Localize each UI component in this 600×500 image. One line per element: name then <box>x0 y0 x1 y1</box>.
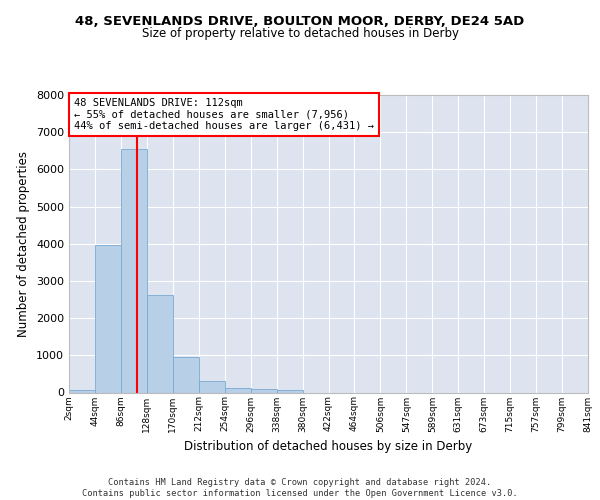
Text: 48 SEVENLANDS DRIVE: 112sqm
← 55% of detached houses are smaller (7,956)
44% of : 48 SEVENLANDS DRIVE: 112sqm ← 55% of det… <box>74 98 374 131</box>
Bar <box>199 382 224 392</box>
Text: 48, SEVENLANDS DRIVE, BOULTON MOOR, DERBY, DE24 5AD: 48, SEVENLANDS DRIVE, BOULTON MOOR, DERB… <box>76 15 524 28</box>
X-axis label: Distribution of detached houses by size in Derby: Distribution of detached houses by size … <box>184 440 473 453</box>
Bar <box>277 390 302 392</box>
Bar <box>69 390 95 392</box>
Bar <box>121 149 147 392</box>
Text: Size of property relative to detached houses in Derby: Size of property relative to detached ho… <box>142 28 458 40</box>
Bar <box>173 357 199 392</box>
Bar <box>95 244 121 392</box>
Bar <box>251 389 277 392</box>
Bar <box>225 388 251 392</box>
Y-axis label: Number of detached properties: Number of detached properties <box>17 151 31 337</box>
Text: Contains HM Land Registry data © Crown copyright and database right 2024.
Contai: Contains HM Land Registry data © Crown c… <box>82 478 518 498</box>
Bar <box>147 295 173 392</box>
